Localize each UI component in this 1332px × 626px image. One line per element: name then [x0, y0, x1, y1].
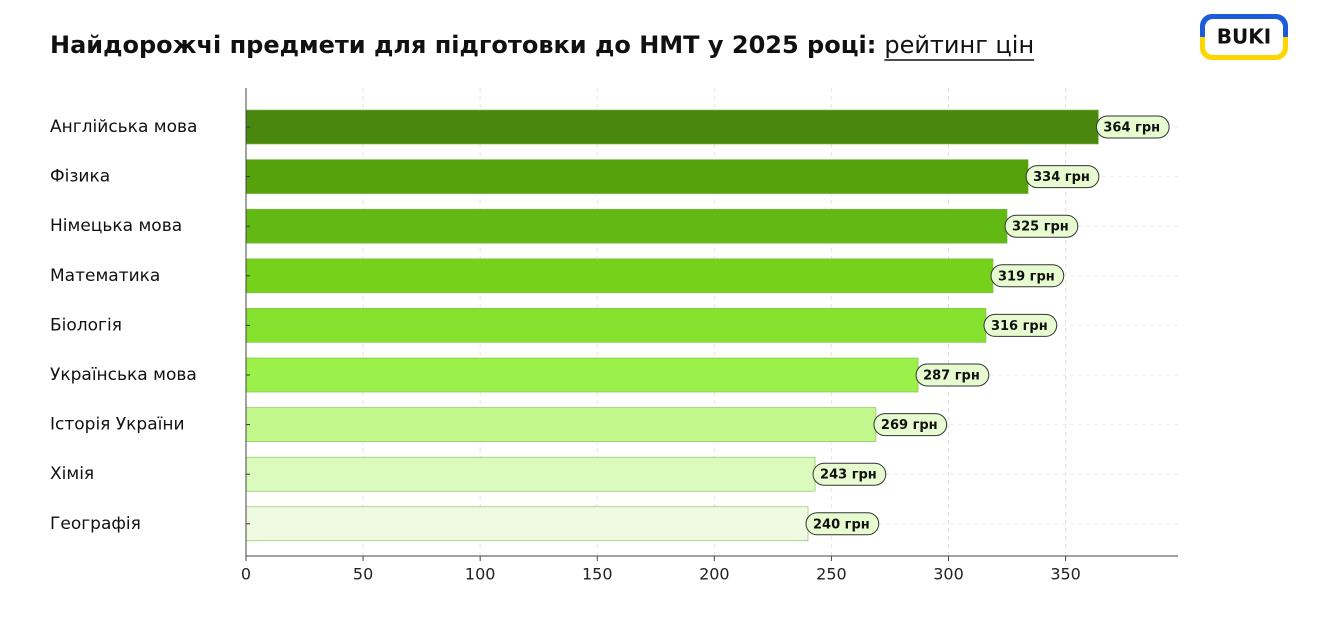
value-label: 243 грн — [820, 468, 877, 483]
y-tick-label: Англійська мова — [50, 117, 197, 137]
value-label-group: 325 грн — [1004, 214, 1079, 238]
x-tick-label: 100 — [465, 565, 496, 584]
bar — [245, 308, 987, 343]
y-tick-label: Біологія — [50, 315, 122, 335]
bar — [245, 159, 1029, 194]
value-label-bg — [1025, 165, 1100, 189]
logo-text: BUKI — [1217, 25, 1271, 49]
bar — [245, 109, 1099, 145]
y-tick-label: Фізика — [50, 167, 110, 187]
bar — [245, 208, 1008, 244]
logo-inner — [1205, 19, 1283, 55]
value-label: 334 грн — [1033, 170, 1090, 185]
bar — [245, 407, 877, 442]
bar — [245, 506, 809, 542]
value-label: 364 грн — [1103, 121, 1160, 136]
x-tick-label: 50 — [353, 565, 373, 584]
chart-title: Найдорожчі предмети для підготовки до НМ… — [50, 31, 876, 59]
x-tick-label: 350 — [1050, 565, 1081, 584]
x-tick-label: 0 — [241, 565, 251, 584]
value-label: 319 грн — [998, 269, 1055, 284]
value-label-bg — [873, 413, 948, 437]
y-tick-label: Математика — [50, 266, 160, 286]
bar — [245, 456, 816, 492]
value-label: 269 грн — [881, 418, 938, 433]
y-tick-label: Історія України — [50, 415, 185, 435]
y-tick-label: Українська мова — [50, 365, 197, 385]
x-tick-label: 250 — [816, 565, 847, 584]
value-label-bg — [805, 512, 880, 536]
value-label-bg — [915, 363, 990, 387]
x-tick-label: 300 — [933, 565, 964, 584]
value-label-bg — [1004, 214, 1079, 238]
x-tick-label: 200 — [699, 565, 730, 584]
value-label-bg — [983, 313, 1058, 337]
value-label: 240 грн — [813, 517, 870, 532]
value-label-bg — [812, 462, 887, 486]
value-label-bg — [1095, 115, 1170, 139]
value-label-group: 287 грн — [915, 363, 990, 387]
value-label-group: 243 грн — [812, 462, 887, 486]
value-label-group: 319 грн — [990, 264, 1065, 288]
chart-title-highlight: рейтинг цін — [884, 31, 1034, 59]
bar — [245, 258, 994, 294]
value-label-group: 269 грн — [873, 413, 948, 437]
y-tick-label: Німецька мова — [50, 216, 182, 236]
value-label: 316 грн — [991, 319, 1048, 334]
y-tick-label: Хімія — [50, 464, 94, 484]
y-tick-label: Географія — [50, 514, 141, 534]
x-tick-label: 150 — [582, 565, 613, 584]
value-label-bg — [990, 264, 1065, 288]
value-label: 325 грн — [1012, 220, 1069, 235]
logo: BUKI — [1200, 14, 1288, 60]
value-label-group: 334 грн — [1025, 165, 1100, 189]
value-label-group: 364 грн — [1095, 115, 1170, 139]
value-label-group: 316 грн — [983, 313, 1058, 337]
bar — [245, 357, 919, 393]
value-label: 287 грн — [923, 369, 980, 384]
value-label-group: 240 грн — [805, 512, 880, 536]
